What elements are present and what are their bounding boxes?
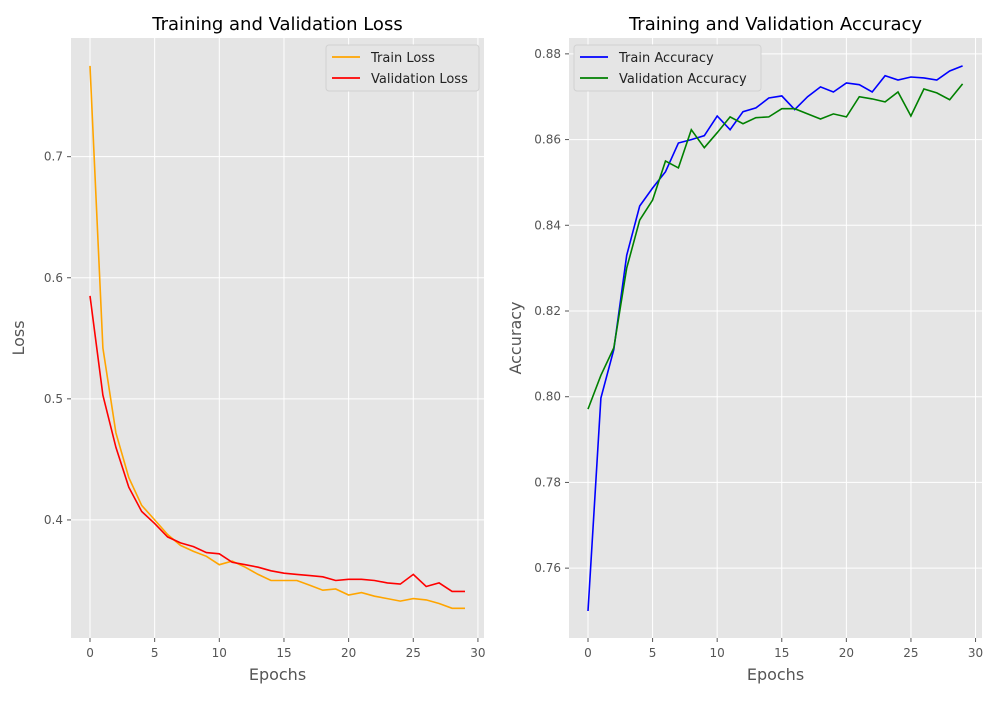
plot-area bbox=[569, 38, 982, 638]
x-tick-label: 0 bbox=[584, 646, 592, 660]
x-tick-label: 5 bbox=[649, 646, 657, 660]
legend-label: Train Accuracy bbox=[618, 51, 714, 66]
x-tick-label: 10 bbox=[212, 646, 227, 660]
x-tick-label: 15 bbox=[276, 646, 291, 660]
y-tick-label: 0.76 bbox=[534, 561, 561, 575]
accuracy-chart: 0 5 10 15 20 25 30 0.76 0.78 0.80 0.82 0.84 0.86 0.88… bbox=[506, 14, 983, 684]
legend: Train Loss Validation Loss bbox=[325, 44, 480, 92]
x-tick-label: 25 bbox=[903, 646, 918, 660]
x-tick-label: 20 bbox=[839, 646, 854, 660]
x-axis-label: Epochs bbox=[249, 665, 306, 684]
x-tick-label: 5 bbox=[151, 646, 159, 660]
y-tick-label: 0.7 bbox=[44, 150, 63, 164]
y-tick-label: 0.82 bbox=[534, 304, 561, 318]
x-tick-label: 15 bbox=[774, 646, 789, 660]
x-tick-label: 30 bbox=[470, 646, 485, 660]
y-axis-label: Accuracy bbox=[506, 301, 525, 374]
legend: Train Accuracy Validation Accuracy bbox=[573, 44, 762, 92]
x-tick-label: 30 bbox=[968, 646, 983, 660]
chart-title: Training and Validation Accuracy bbox=[628, 14, 922, 35]
legend-label: Validation Loss bbox=[371, 72, 468, 87]
legend-box bbox=[573, 44, 762, 92]
chart-title: Training and Validation Loss bbox=[151, 14, 402, 35]
y-axis-label: Loss bbox=[9, 320, 28, 355]
y-tick-label: 0.4 bbox=[44, 513, 63, 527]
legend-label: Validation Accuracy bbox=[619, 72, 747, 87]
legend-box bbox=[325, 44, 480, 92]
y-tick-label: 0.80 bbox=[534, 390, 561, 404]
x-tick-label: 10 bbox=[710, 646, 725, 660]
y-tick-label: 0.6 bbox=[44, 271, 63, 285]
series-line-validation-loss bbox=[89, 295, 465, 593]
x-tick-label: 25 bbox=[406, 646, 421, 660]
loss-chart: 0 5 10 15 20 25 30 0.4 0.5 0.6 0.7 Training and Val… bbox=[9, 14, 486, 684]
legend-label: Train Loss bbox=[370, 51, 435, 66]
x-axis-label: Epochs bbox=[747, 665, 804, 684]
x-tick-label: 20 bbox=[341, 646, 356, 660]
plot-area bbox=[71, 38, 484, 638]
y-tick-label: 0.78 bbox=[534, 475, 561, 489]
x-tick-label: 0 bbox=[86, 646, 94, 660]
y-tick-label: 0.5 bbox=[44, 392, 63, 406]
y-tick-label: 0.84 bbox=[534, 218, 561, 232]
series-line-train-accuracy bbox=[587, 65, 963, 612]
y-tick-label: 0.88 bbox=[534, 47, 561, 61]
series-line-train-loss bbox=[89, 65, 465, 610]
y-tick-label: 0.86 bbox=[534, 133, 561, 147]
series-line-validation-accuracy bbox=[587, 83, 964, 410]
